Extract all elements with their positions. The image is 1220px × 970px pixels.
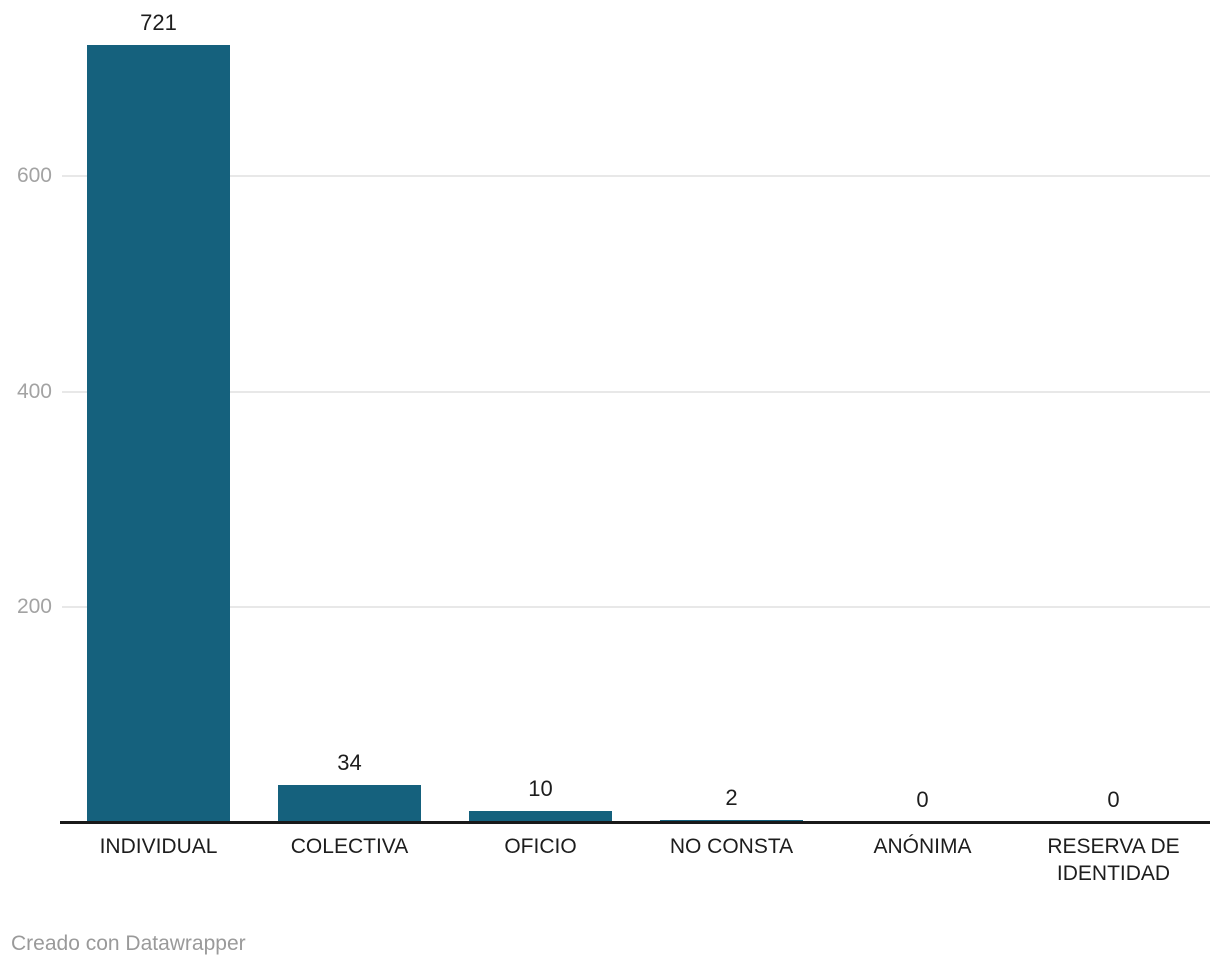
value-label-reserva-de-identidad: 0 <box>1107 787 1120 812</box>
gridline-200 <box>62 606 1210 609</box>
bar-individual <box>87 45 230 822</box>
value-label-oficio: 10 <box>528 776 553 802</box>
x-axis-label-individual: INDIVIDUAL <box>99 835 218 858</box>
attribution-prefix: Creado con <box>11 932 126 955</box>
value-label-no-consta: 2 <box>725 784 738 810</box>
datawrapper-link[interactable]: Datawrapper <box>125 932 246 955</box>
y-tick-label-600: 600 <box>16 164 52 188</box>
x-axis-label-oficio: OFICIO <box>504 835 577 858</box>
value-label-colectiva: 34 <box>337 750 362 776</box>
value-label-individual: 721 <box>140 10 177 36</box>
bar-oficio <box>469 811 612 822</box>
attribution: Creado con Datawrapper <box>11 931 246 957</box>
bar-no-consta <box>660 819 803 822</box>
x-axis-label-reserva-de-identidad: RESERVA DE IDENTIDAD <box>1047 835 1180 885</box>
x-axis-label-anonima: ANÓNIMA <box>873 835 972 858</box>
value-label-anonima: 0 <box>916 787 929 812</box>
y-tick-label-400: 400 <box>16 379 52 403</box>
x-axis-label-no-consta: NO CONSTA <box>669 835 794 858</box>
x-axis-line <box>60 821 1210 824</box>
gridline-400 <box>62 390 1210 393</box>
y-tick-label-200: 200 <box>16 595 52 619</box>
gridline-600 <box>62 175 1210 178</box>
bar-colectiva <box>278 785 421 822</box>
x-axis-label-colectiva: COLECTIVA <box>290 835 409 858</box>
